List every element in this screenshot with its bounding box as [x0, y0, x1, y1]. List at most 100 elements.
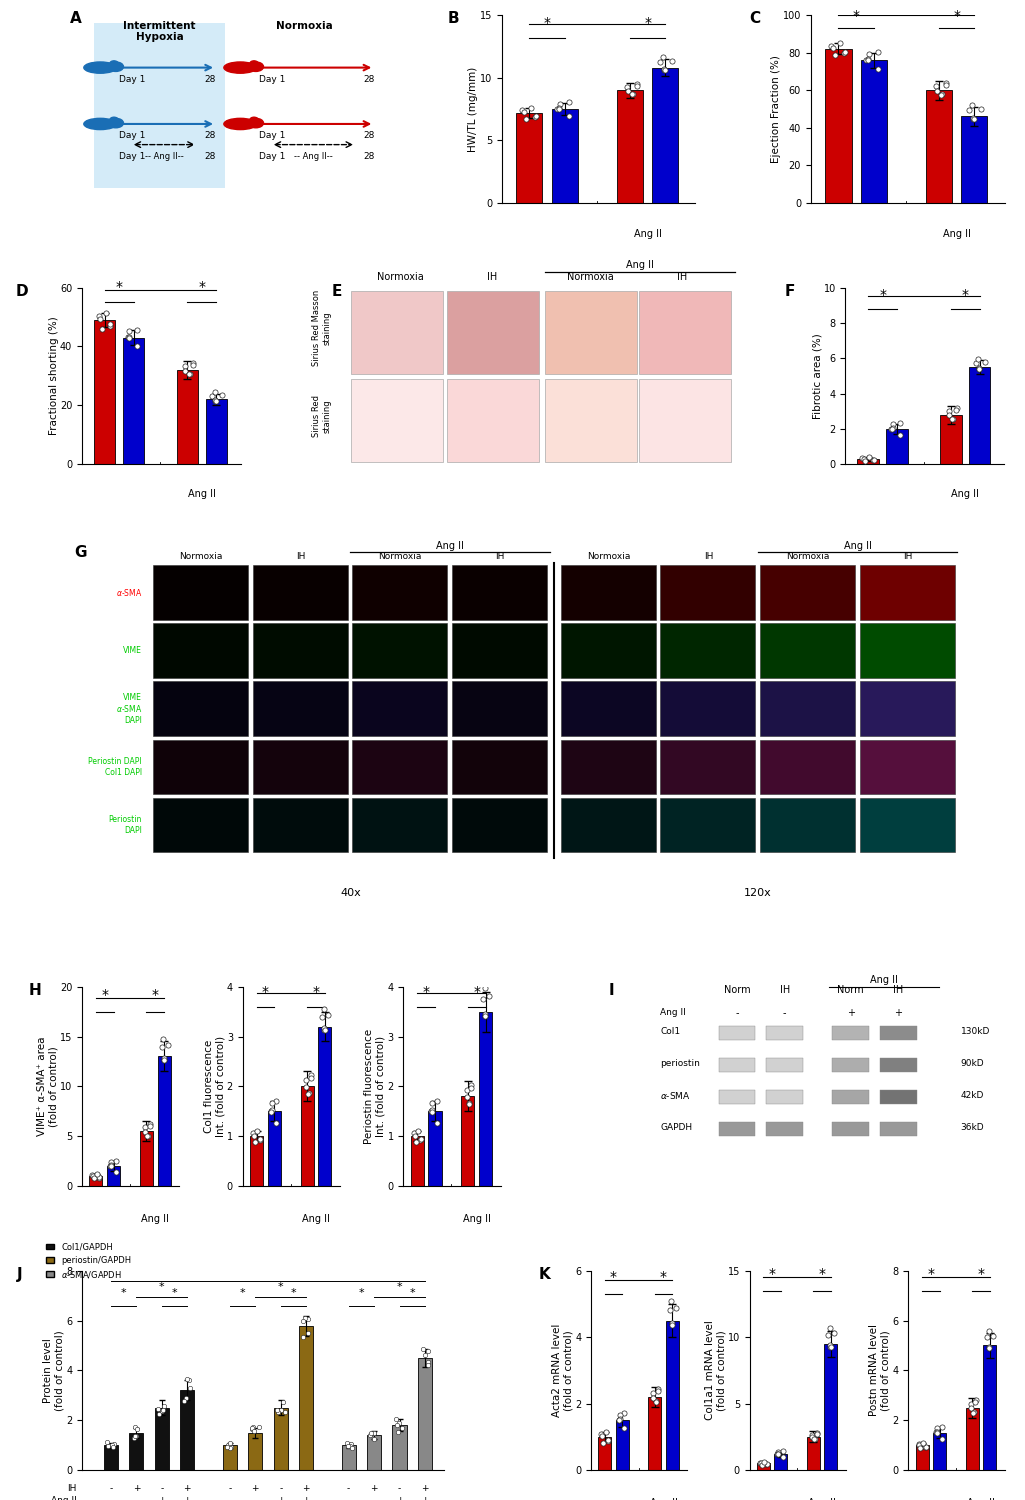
Point [561, 105, 577, 129]
Point [857, 448, 873, 472]
FancyBboxPatch shape [860, 798, 954, 852]
Point [481, 984, 497, 1008]
Text: *: * [159, 1282, 165, 1292]
FancyBboxPatch shape [767, 1058, 803, 1072]
Text: Norm: Norm [837, 984, 864, 994]
Text: Normoxia: Normoxia [587, 552, 630, 561]
Bar [915, 1444, 929, 1470]
Point [463, 1076, 480, 1100]
Bar [248, 1432, 262, 1470]
FancyBboxPatch shape [561, 566, 656, 620]
Point [914, 1431, 931, 1455]
Circle shape [110, 117, 118, 122]
Bar [665, 1320, 679, 1470]
Point [966, 106, 982, 130]
Text: Ang II: Ang II [808, 1498, 836, 1500]
Point [97, 300, 114, 324]
Text: +: + [894, 1008, 902, 1017]
Text: A: A [70, 10, 82, 26]
FancyBboxPatch shape [761, 622, 855, 678]
Point [104, 1432, 120, 1456]
Point [860, 46, 876, 70]
Point [664, 50, 681, 74]
FancyBboxPatch shape [153, 681, 248, 736]
Text: Normoxia: Normoxia [378, 552, 422, 561]
Text: E: E [332, 284, 342, 298]
Point [84, 1162, 100, 1186]
Point [155, 1026, 171, 1050]
Text: Ang II: Ang II [437, 542, 464, 552]
Text: *: * [198, 279, 205, 294]
Text: Day 1: Day 1 [258, 132, 285, 141]
Point [273, 1398, 289, 1422]
Text: Ang II: Ang II [869, 975, 898, 984]
Circle shape [110, 62, 118, 66]
Point [758, 1452, 775, 1476]
Point [616, 1416, 632, 1440]
Point [929, 1420, 945, 1444]
Point [302, 1064, 319, 1088]
Bar [858, 459, 878, 464]
Point [342, 1432, 359, 1456]
Point [178, 1366, 195, 1390]
Point [460, 1092, 477, 1116]
Point [243, 1416, 259, 1440]
Point [892, 423, 908, 447]
Point [661, 1298, 678, 1322]
FancyBboxPatch shape [447, 380, 539, 462]
Text: Ang II: Ang II [951, 489, 979, 500]
Circle shape [250, 117, 258, 122]
Point [650, 1377, 666, 1401]
Point [297, 1076, 314, 1100]
FancyBboxPatch shape [252, 740, 347, 794]
FancyBboxPatch shape [832, 1058, 869, 1072]
Point [365, 1420, 381, 1444]
Text: J: J [16, 1268, 23, 1282]
Point [860, 48, 876, 72]
Point [220, 1432, 237, 1456]
Text: Norm: Norm [724, 984, 750, 994]
Text: 28: 28 [363, 132, 374, 141]
Text: IH: IH [893, 984, 903, 994]
Text: 120x: 120x [744, 888, 772, 898]
Point [809, 1420, 825, 1444]
Point [126, 1426, 142, 1450]
Point [250, 1414, 266, 1438]
Point [515, 98, 531, 122]
Bar [617, 90, 643, 202]
Point [477, 1005, 493, 1029]
Point [968, 1390, 984, 1414]
Bar [206, 399, 227, 464]
FancyBboxPatch shape [832, 1122, 869, 1136]
Point [412, 1128, 428, 1152]
FancyBboxPatch shape [561, 798, 656, 852]
Point [208, 388, 224, 412]
Point [366, 1426, 382, 1450]
Point [753, 1454, 770, 1478]
Point [593, 1425, 610, 1449]
Bar [969, 368, 990, 464]
Point [150, 1396, 166, 1420]
Y-axis label: Fibrotic area (%): Fibrotic area (%) [812, 333, 822, 418]
Point [807, 1426, 823, 1450]
Text: *: * [278, 1282, 284, 1292]
Text: -: - [253, 1496, 257, 1500]
Point [316, 1017, 332, 1041]
Text: *: * [152, 987, 159, 1002]
Text: IH: IH [68, 1484, 77, 1492]
Point [91, 304, 108, 328]
Point [245, 1122, 261, 1146]
Point [769, 1442, 785, 1466]
Text: Ang II: Ang II [302, 1214, 330, 1224]
Circle shape [250, 62, 258, 66]
Point [971, 357, 987, 381]
Point [981, 1336, 997, 1360]
Point [390, 1420, 406, 1444]
FancyBboxPatch shape [761, 566, 855, 620]
Point [222, 1431, 239, 1455]
Point [461, 1090, 478, 1114]
Point [341, 1434, 358, 1458]
Point [770, 1442, 786, 1466]
Point [155, 1398, 171, 1422]
Point [981, 1335, 997, 1359]
